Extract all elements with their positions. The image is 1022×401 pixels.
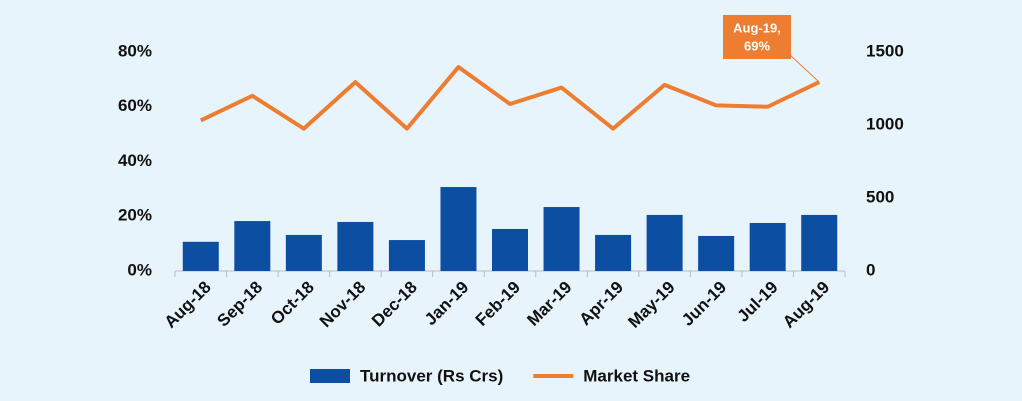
bar bbox=[440, 187, 477, 271]
x-tick-label: Aug-18 bbox=[161, 278, 215, 332]
bar bbox=[234, 221, 271, 271]
bar bbox=[749, 222, 786, 271]
bar bbox=[698, 235, 735, 271]
y-tick-label: 60% bbox=[118, 96, 152, 115]
y2-tick-label: 0 bbox=[866, 260, 875, 279]
y-tick-label: 0% bbox=[127, 260, 152, 279]
x-tick-label: Dec-18 bbox=[368, 278, 421, 331]
bar bbox=[337, 221, 374, 271]
y-tick-label: 40% bbox=[118, 151, 152, 170]
x-tick-label: Apr-19 bbox=[576, 278, 628, 330]
bar bbox=[388, 240, 425, 271]
legend-label: Turnover (Rs Crs) bbox=[360, 366, 503, 385]
annotation-text: 69% bbox=[744, 38, 770, 53]
x-tick-label: Nov-18 bbox=[316, 278, 370, 332]
annotation-box bbox=[723, 15, 791, 59]
bar bbox=[543, 207, 580, 271]
x-tick-label: Jul-19 bbox=[734, 278, 782, 326]
y-tick-label: 80% bbox=[118, 41, 152, 60]
bar bbox=[182, 241, 219, 271]
y2-tick-label: 1500 bbox=[866, 41, 904, 60]
x-tick-label: Sep-18 bbox=[213, 278, 266, 331]
x-tick-label: Jun-19 bbox=[678, 278, 730, 330]
x-tick-label: Aug-19 bbox=[779, 278, 833, 332]
line-series bbox=[199, 65, 821, 131]
bar bbox=[595, 234, 632, 271]
x-tick-label: Feb-19 bbox=[472, 278, 524, 330]
x-tick-label: Jan-19 bbox=[421, 278, 473, 330]
x-tick-label: May-19 bbox=[624, 278, 678, 332]
y-tick-label: 20% bbox=[118, 206, 152, 225]
x-tick-label: Mar-19 bbox=[523, 278, 575, 330]
y2-tick-label: 1000 bbox=[866, 114, 904, 133]
bar bbox=[492, 228, 528, 271]
x-tick-label: Oct-18 bbox=[267, 278, 318, 329]
bar bbox=[285, 234, 322, 271]
bar bbox=[646, 214, 683, 271]
y2-tick-label: 500 bbox=[866, 187, 894, 206]
annotation-leader bbox=[789, 54, 820, 83]
annotation-text: Aug-19, bbox=[733, 20, 781, 35]
legend-swatch bbox=[310, 369, 350, 383]
bar bbox=[801, 214, 838, 271]
legend-label: Market Share bbox=[583, 366, 690, 385]
